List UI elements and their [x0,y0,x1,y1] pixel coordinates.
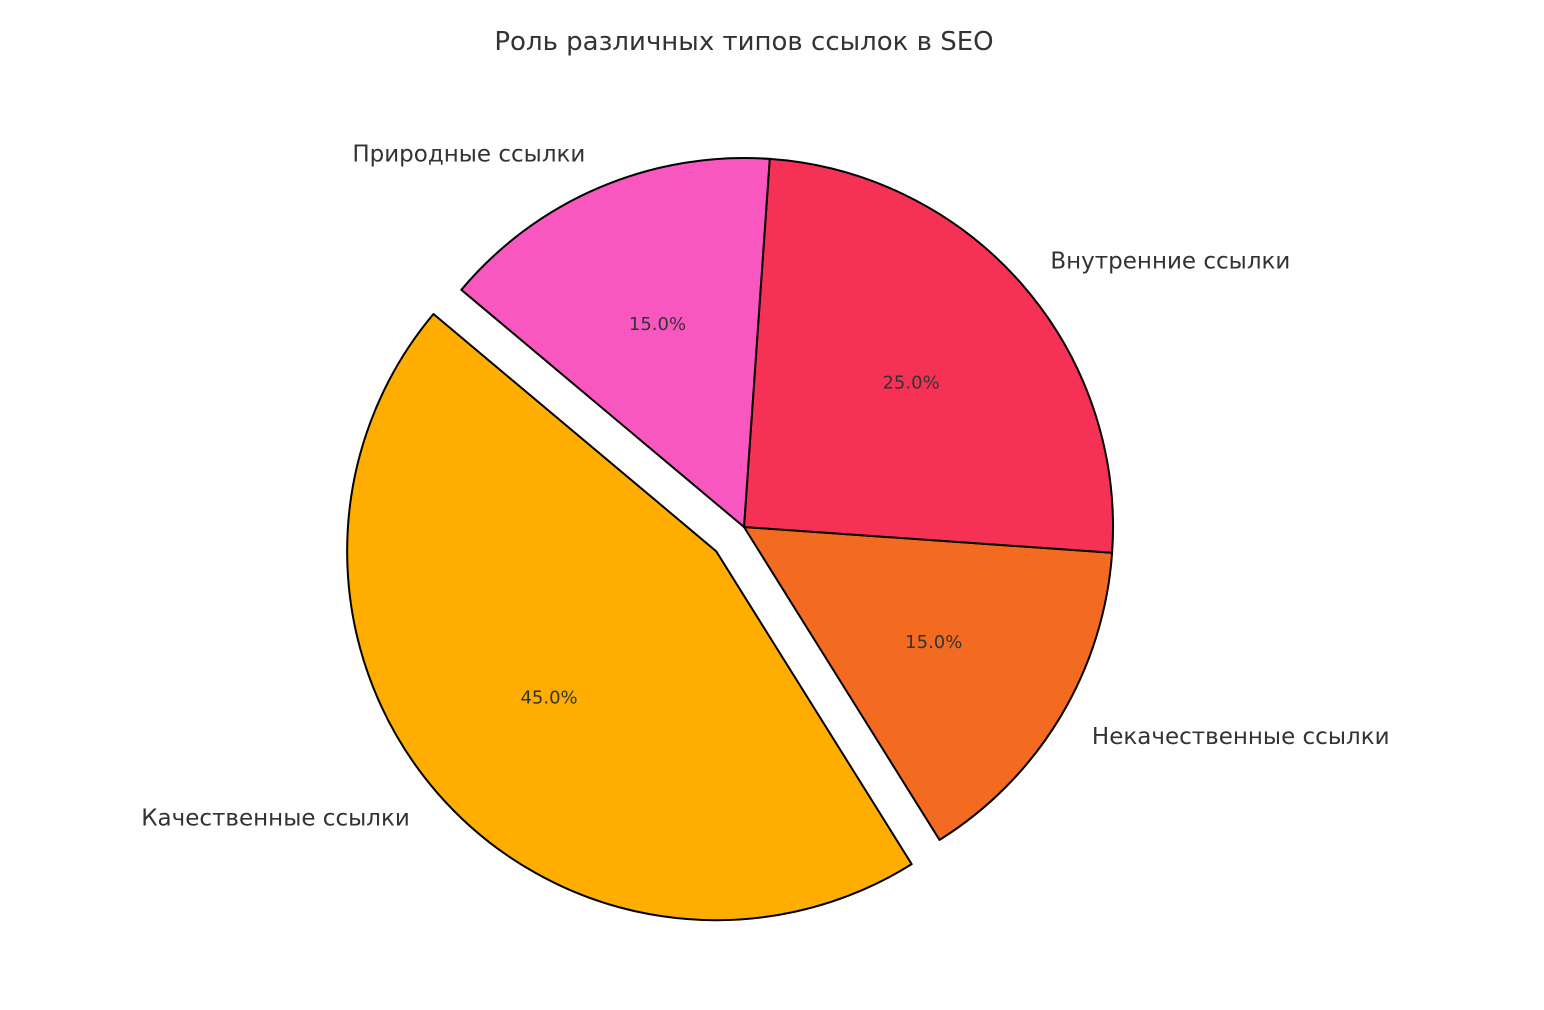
pie-slice [460,157,771,528]
chart-title: Роль различных типов ссылок в SEO [494,27,993,57]
slice-label: Качественные ссылки [141,806,410,832]
slice-percent-label: 25.0% [882,373,939,394]
slice-label: Некачественные ссылки [1092,724,1390,750]
slice-percent-label: 45.0% [520,687,577,708]
pie-slice [743,157,1114,554]
slice-label: Внутренние ссылки [1050,249,1290,275]
pie-slice [346,313,913,922]
slice-percent-label: 15.0% [629,314,686,335]
pie-slice [743,526,1114,841]
slice-label: Природные ссылки [352,141,585,167]
slice-percent-label: 15.0% [905,632,962,653]
